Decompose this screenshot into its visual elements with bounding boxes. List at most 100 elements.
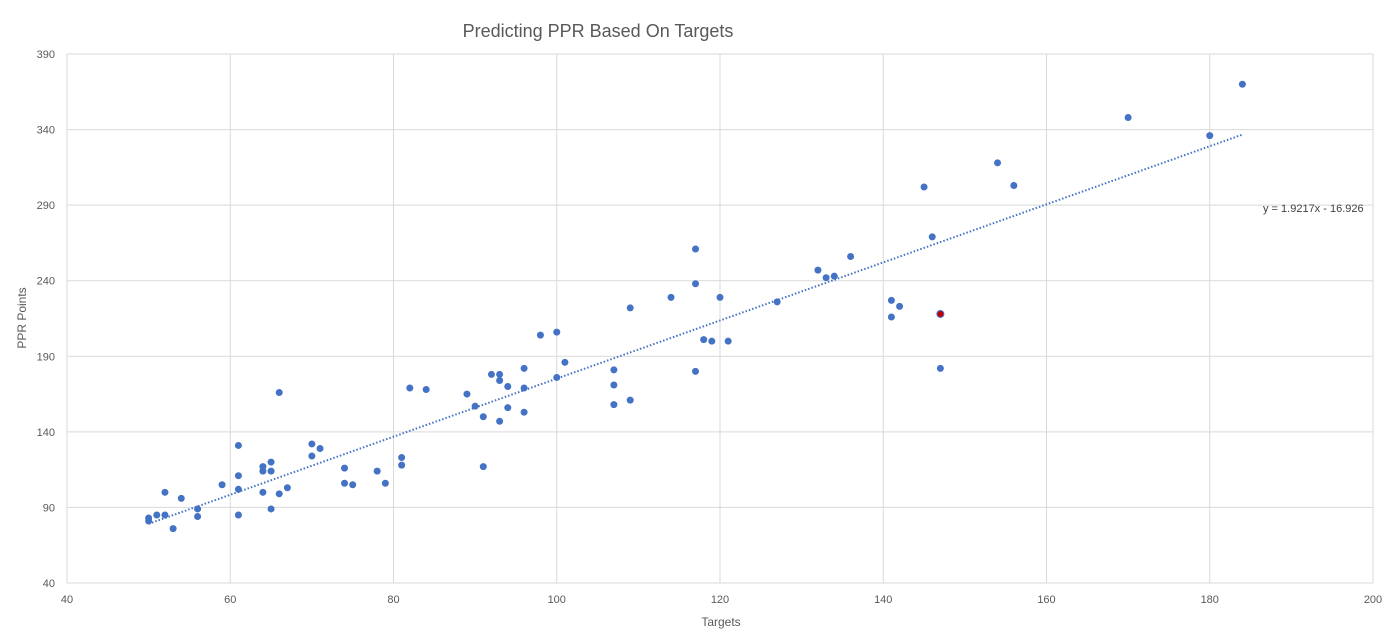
- data-point: [692, 245, 700, 253]
- data-point: [692, 280, 700, 288]
- data-point: [267, 505, 275, 513]
- x-tick-label: 140: [874, 594, 892, 606]
- data-point: [1206, 132, 1214, 140]
- data-point: [177, 494, 185, 502]
- data-point: [169, 525, 177, 533]
- data-point: [234, 472, 242, 480]
- data-point: [234, 441, 242, 449]
- data-point: [847, 253, 855, 261]
- data-point: [708, 337, 716, 345]
- data-point: [259, 488, 267, 496]
- x-tick-labels: 40 60 80 100 120 140 160 180 200: [61, 594, 1382, 606]
- trendline-equation: y = 1.9217x - 16.926: [1263, 203, 1364, 215]
- data-point: [463, 390, 471, 398]
- data-point: [316, 444, 324, 452]
- data-point: [553, 328, 561, 336]
- data-point: [218, 481, 226, 489]
- y-tick-label: 340: [37, 125, 55, 137]
- data-point: [920, 183, 928, 191]
- data-point: [520, 364, 528, 372]
- data-point: [520, 384, 528, 392]
- data-point: [936, 364, 944, 372]
- data-point: [308, 440, 316, 448]
- data-point: [496, 370, 504, 378]
- data-point: [194, 505, 202, 513]
- data-point: [1010, 181, 1018, 189]
- y-axis-label: PPR Points: [15, 287, 29, 348]
- data-point: [381, 479, 389, 487]
- data-point: [496, 376, 504, 384]
- data-point: [994, 159, 1002, 167]
- data-point: [471, 402, 479, 410]
- data-point: [773, 298, 781, 306]
- data-point: [830, 272, 838, 280]
- y-tick-label: 390: [37, 49, 55, 61]
- y-tick-label: 190: [37, 351, 55, 363]
- data-point: [610, 401, 618, 409]
- y-tick-label: 290: [37, 200, 55, 212]
- data-point: [161, 488, 169, 496]
- data-point: [724, 337, 732, 345]
- data-point: [496, 417, 504, 425]
- data-point: [1238, 80, 1246, 88]
- trendline-group: [148, 133, 1243, 525]
- data-point: [667, 293, 675, 301]
- data-point: [814, 266, 822, 274]
- data-point: [349, 481, 357, 489]
- data-point: [716, 293, 724, 301]
- gridlines: [66, 53, 1374, 584]
- data-point: [887, 313, 895, 321]
- data-point: [692, 367, 700, 375]
- data-point: [504, 383, 512, 391]
- data-point: [406, 384, 414, 392]
- y-tick-label: 40: [43, 578, 55, 590]
- data-point: [422, 386, 430, 394]
- data-point: [610, 366, 618, 374]
- data-point: [341, 479, 349, 487]
- data-point: [700, 336, 708, 344]
- data-point: [561, 358, 569, 366]
- x-tick-label: 160: [1037, 594, 1055, 606]
- data-point: [234, 511, 242, 519]
- data-point: [267, 467, 275, 475]
- y-tick-labels: 40 90 140 190 240 290 340 390: [37, 49, 55, 590]
- data-point: [626, 304, 634, 312]
- x-tick-label: 60: [224, 594, 236, 606]
- data-point: [341, 464, 349, 472]
- data-point: [373, 467, 381, 475]
- x-tick-label: 200: [1364, 594, 1382, 606]
- data-point: [259, 463, 267, 471]
- data-point: [479, 413, 487, 421]
- chart-title: Predicting PPR Based On Targets: [463, 21, 734, 41]
- x-tick-label: 100: [548, 594, 566, 606]
- data-point: [487, 370, 495, 378]
- data-point: [553, 373, 561, 381]
- data-point: [504, 404, 512, 412]
- data-point: [275, 490, 283, 498]
- data-point: [626, 396, 634, 404]
- x-tick-label: 180: [1201, 594, 1219, 606]
- data-point: [520, 408, 528, 416]
- data-point: [161, 511, 169, 519]
- data-point: [194, 512, 202, 520]
- data-point: [536, 331, 544, 339]
- y-tick-label: 90: [43, 502, 55, 514]
- highlighted-data-point: [936, 309, 945, 318]
- data-point: [479, 463, 487, 471]
- data-point: [267, 458, 275, 466]
- data-point: [398, 454, 406, 462]
- y-tick-label: 140: [37, 427, 55, 439]
- data-point: [275, 389, 283, 397]
- data-point: [153, 511, 161, 519]
- data-point: [145, 514, 153, 522]
- x-tick-label: 80: [387, 594, 399, 606]
- x-axis-label: Targets: [701, 615, 740, 629]
- x-tick-label: 120: [711, 594, 729, 606]
- y-tick-label: 240: [37, 276, 55, 288]
- x-tick-label: 40: [61, 594, 73, 606]
- data-point: [610, 381, 618, 389]
- data-point: [308, 452, 316, 460]
- data-point: [822, 274, 830, 282]
- data-point: [887, 296, 895, 304]
